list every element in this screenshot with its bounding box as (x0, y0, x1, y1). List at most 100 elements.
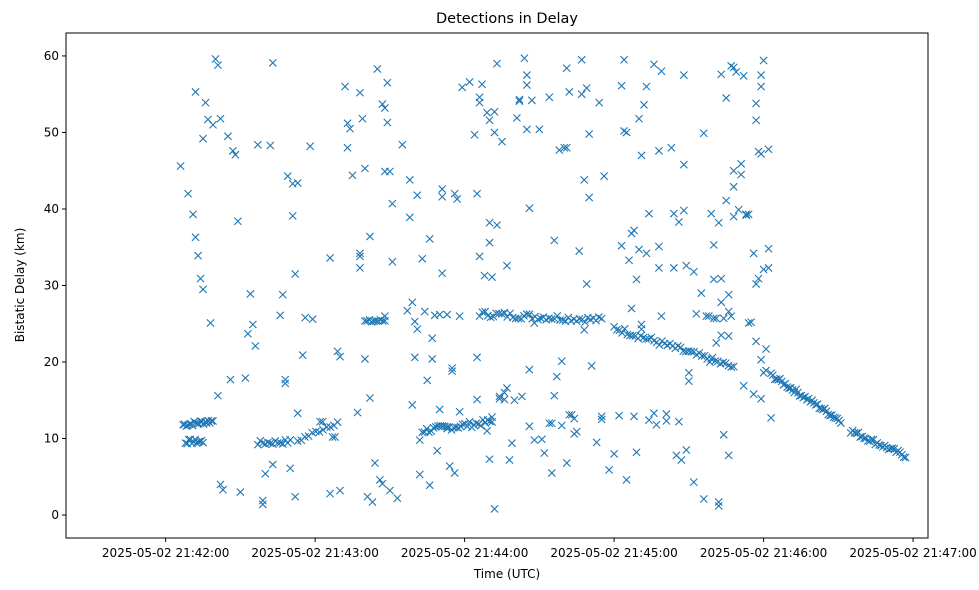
data-point (717, 274, 726, 283)
data-point (674, 417, 683, 426)
data-point (744, 319, 753, 327)
data-point (445, 462, 454, 471)
data-point (515, 95, 524, 104)
data-point (654, 263, 663, 272)
data-point (425, 481, 434, 490)
scatter-points (176, 54, 910, 513)
data-point (644, 334, 653, 343)
data-point (388, 199, 397, 208)
data-point (380, 316, 389, 325)
data-point (722, 94, 731, 103)
data-point (689, 478, 698, 487)
data-point (213, 61, 222, 70)
data-point (540, 449, 549, 458)
data-point (558, 316, 567, 325)
data-point (418, 254, 427, 263)
data-point (752, 337, 761, 346)
data-point (415, 436, 424, 445)
data-point (422, 424, 431, 433)
data-point (729, 182, 738, 191)
data-point (562, 143, 571, 152)
data-point (657, 312, 666, 321)
data-point (266, 439, 275, 448)
data-point (727, 61, 736, 70)
data-point (486, 313, 495, 322)
data-point (587, 361, 596, 370)
data-point (322, 423, 331, 432)
data-point (547, 468, 556, 477)
data-point (637, 325, 646, 334)
data-point (393, 494, 402, 503)
data-point (196, 274, 205, 283)
data-point (617, 81, 626, 90)
data-point (767, 413, 776, 422)
data-point (246, 289, 255, 298)
data-point (577, 90, 586, 99)
data-point (485, 455, 494, 464)
data-point (676, 343, 685, 352)
data-point (433, 446, 442, 455)
data-point (241, 374, 250, 383)
data-point (458, 420, 467, 429)
data-point (627, 304, 636, 313)
data-point (368, 498, 377, 507)
data-point (657, 67, 666, 76)
data-point (717, 331, 726, 340)
data-point (644, 416, 653, 425)
data-point (378, 316, 387, 325)
data-point (191, 87, 200, 96)
data-point (191, 233, 200, 242)
data-point (231, 150, 240, 159)
data-point (438, 192, 447, 201)
data-point (372, 317, 381, 326)
data-point (639, 100, 648, 109)
data-point (443, 422, 452, 431)
data-point (709, 240, 718, 249)
data-point (293, 409, 302, 418)
data-point (435, 405, 444, 414)
data-point (729, 166, 738, 175)
data-point (759, 265, 768, 274)
data-point (258, 496, 267, 505)
data-point (557, 357, 566, 366)
data-point (582, 84, 591, 93)
data-point (408, 298, 417, 307)
data-point (223, 132, 232, 141)
data-point (502, 261, 511, 270)
data-point (684, 377, 693, 386)
data-point (497, 309, 506, 318)
data-point (899, 453, 908, 462)
data-point (208, 120, 217, 129)
data-point (617, 241, 626, 250)
data-point (333, 418, 342, 427)
data-point (258, 500, 267, 509)
data-point (553, 311, 562, 320)
data-point (522, 71, 531, 80)
data-point (450, 468, 459, 477)
data-point (316, 417, 325, 426)
data-point (428, 354, 437, 363)
data-point (757, 394, 766, 403)
data-point (488, 273, 497, 282)
data-point (860, 434, 868, 443)
data-point (365, 232, 374, 241)
data-point (714, 218, 723, 227)
data-point (500, 395, 509, 404)
data-point (306, 142, 315, 151)
y-tick-label: 10 (44, 432, 59, 446)
data-point (724, 290, 733, 299)
data-point (747, 318, 756, 327)
data-point (199, 134, 208, 143)
data-point (652, 420, 661, 429)
data-point (682, 446, 691, 454)
data-point (565, 87, 574, 96)
data-point (465, 417, 474, 426)
data-point (684, 368, 693, 377)
x-tick-label: 2025-05-02 21:45:00 (550, 546, 677, 560)
data-point (530, 436, 539, 445)
chart-title: Detections in Delay (436, 11, 578, 27)
data-point (288, 211, 297, 220)
data-point (737, 170, 746, 179)
